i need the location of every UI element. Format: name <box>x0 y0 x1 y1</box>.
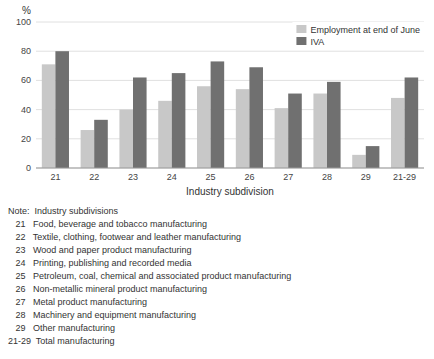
grid <box>36 22 424 168</box>
note-line: 29 Other manufacturing <box>8 323 115 333</box>
grid-line <box>36 168 424 169</box>
grid-line <box>36 80 424 81</box>
bar <box>119 110 133 168</box>
bar <box>94 120 108 168</box>
bar <box>405 77 419 168</box>
bar <box>288 94 302 168</box>
legend-background <box>292 22 424 50</box>
bar <box>172 73 186 168</box>
y-tick-label: 20 <box>21 134 31 144</box>
x-tick-label: 21-29 <box>393 172 416 182</box>
x-axis-label: Industry subdivision <box>186 186 274 197</box>
bar <box>81 130 95 168</box>
legend: Employment at end of June IVA <box>292 22 424 50</box>
note-line: 21 Food, beverage and tobacco manufactur… <box>8 219 207 229</box>
x-tick-label: 25 <box>206 172 216 182</box>
x-tick-label: 22 <box>89 172 99 182</box>
bar <box>249 67 263 168</box>
bar <box>391 98 405 168</box>
bars <box>42 51 418 168</box>
bar <box>55 51 69 168</box>
notes: Note: Industry subdivisions 21 Food, bev… <box>8 206 291 346</box>
grid-line <box>36 51 424 52</box>
y-tick-label: 40 <box>21 105 31 115</box>
note-line: 21-29 Total manufacturing <box>8 336 114 346</box>
y-tick-label: 100 <box>16 17 31 27</box>
chart: 0 20 40 60 80 100% 21 22 23 24 25 26 27 28 29 21-29 Indu… <box>0 0 434 359</box>
y-axis-label: % <box>22 5 31 16</box>
bar <box>236 89 250 168</box>
legend-swatch <box>296 25 306 33</box>
x-tick-label: 24 <box>167 172 177 182</box>
bar <box>313 94 327 168</box>
note-line: Note: Industry subdivisions <box>8 206 119 216</box>
x-tick-label: 21 <box>50 172 60 182</box>
bar <box>327 82 341 168</box>
legend-label: Employment at end of June <box>310 25 420 35</box>
note-line: 23 Wood and paper product manufacturing <box>8 245 191 255</box>
bar <box>158 101 172 168</box>
bar <box>352 155 366 168</box>
note-line: 22 Textile, clothing, footwear and leath… <box>8 232 241 242</box>
x-axis-line <box>36 168 424 169</box>
legend-label: IVA <box>310 37 324 47</box>
bar <box>366 146 380 168</box>
legend-swatch <box>296 37 306 45</box>
y-tick-label: 0 <box>26 163 31 173</box>
x-tick-label: 29 <box>361 172 371 182</box>
y-tick-label: 60 <box>21 75 31 85</box>
bar <box>133 77 147 168</box>
note-line: 27 Metal product manufacturing <box>8 297 147 307</box>
note-line: 25 Petroleum, coal, chemical and associa… <box>8 271 291 281</box>
bar <box>211 61 225 168</box>
y-tick-label: 80 <box>21 46 31 56</box>
note-line: 26 Non-metallic mineral product manufact… <box>8 284 207 294</box>
note-line: 24 Printing, publishing and recorded med… <box>8 258 192 268</box>
x-tick-label: 23 <box>128 172 138 182</box>
bar <box>42 64 56 168</box>
x-tick-label: 28 <box>322 172 332 182</box>
grid-line <box>36 109 424 110</box>
x-tick-label: 26 <box>244 172 254 182</box>
bar <box>197 86 211 168</box>
x-tick-label: 27 <box>283 172 293 182</box>
note-line: 28 Machinery and equipment manufacturing <box>8 310 196 320</box>
bar <box>275 108 289 168</box>
